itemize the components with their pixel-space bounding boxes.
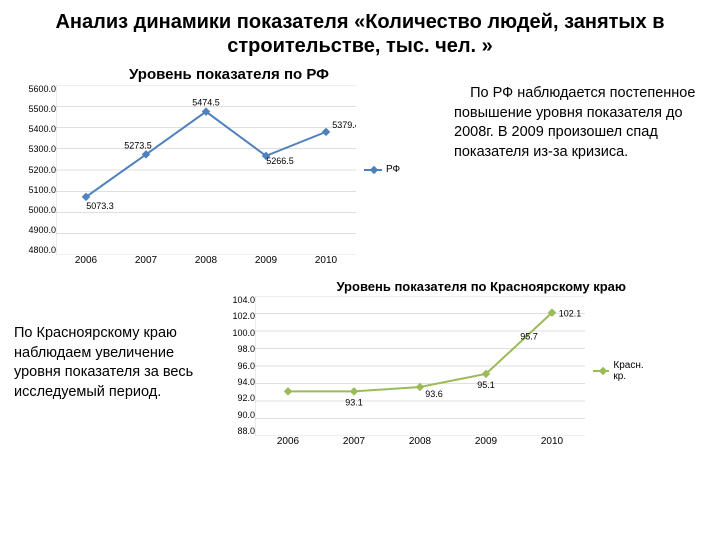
y-tick-label: 102.0: [219, 312, 255, 321]
y-tick-label: 98.0: [219, 345, 255, 354]
x-tick-label: 2009: [453, 436, 519, 447]
legend-marker: [364, 169, 382, 171]
y-tick-label: 88.0: [219, 427, 255, 436]
bottom-section: Уровень показателя по Красноярскому краю…: [0, 279, 720, 454]
chart-kr: 104.0102.0100.098.096.094.092.090.088.09…: [219, 296, 706, 454]
y-tick-label: 5400.0: [14, 125, 56, 134]
x-tick-label: 2006: [56, 255, 116, 266]
y-tick-label: 96.0: [219, 362, 255, 371]
data-label: 102.1: [559, 309, 582, 319]
data-marker: [416, 383, 424, 391]
plot-area: 93.1 93.6 95.1 102.1 95.7: [255, 296, 585, 436]
data-label: 5273.5: [124, 140, 152, 150]
extra-label: 95.7: [520, 331, 538, 341]
x-tick-label: 2007: [116, 255, 176, 266]
y-tick-label: 5100.0: [14, 186, 56, 195]
text-kr: По Красноярскому краю наблюдаем увеличен…: [14, 296, 219, 454]
x-tick-label: 2006: [255, 436, 321, 447]
chart-rf: Уровень показателя по РФ 5600.0 5500.0 540…: [14, 66, 444, 273]
legend-label: РФ: [386, 164, 400, 175]
data-label: 93.1: [345, 397, 363, 407]
x-tick-label: 2009: [236, 255, 296, 266]
data-label: 5266.5: [266, 156, 294, 166]
x-tick-label: 2008: [387, 436, 453, 447]
x-tick-label: 2010: [296, 255, 356, 266]
chart-rf-title: Уровень показателя по РФ: [14, 66, 444, 83]
legend-diamond: [370, 165, 378, 173]
y-tick-label: 4900.0: [14, 226, 56, 235]
y-tick-label: 5300.0: [14, 145, 56, 154]
plot-area: 5073.3 5273.5 5474.5 5266.5 5379.4: [56, 85, 356, 255]
y-tick-label: 5000.0: [14, 206, 56, 215]
y-tick-label: 90.0: [219, 411, 255, 420]
page-title: Анализ динамики показателя «Количество л…: [0, 0, 720, 66]
text-rf: По РФ наблюдается постепенное повышение …: [444, 66, 706, 273]
data-marker: [284, 387, 292, 395]
y-tick-label: 94.0: [219, 378, 255, 387]
x-axis-labels: 20062007200820092010: [255, 436, 585, 447]
y-axis-labels: 5600.0 5500.0 5400.0 5300.0 5200.0 5100.0 5000…: [14, 85, 56, 255]
legend: РФ: [364, 164, 400, 175]
data-label: 5474.5: [192, 98, 220, 108]
y-tick-label: 100.0: [219, 329, 255, 338]
y-tick-label: 92.0: [219, 394, 255, 403]
data-marker: [322, 128, 330, 136]
data-label: 5379.4: [332, 120, 356, 130]
data-label: 93.6: [425, 389, 443, 399]
y-tick-label: 5500.0: [14, 105, 56, 114]
x-tick-label: 2007: [321, 436, 387, 447]
x-tick-label: 2008: [176, 255, 236, 266]
y-tick-label: 104.0: [219, 296, 255, 305]
top-section: Уровень показателя по РФ 5600.0 5500.0 540…: [0, 66, 720, 273]
legend: Красн. кр.: [593, 360, 655, 382]
y-tick-label: 5200.0: [14, 166, 56, 175]
legend-label: Красн. кр.: [613, 360, 655, 382]
data-label: 95.1: [477, 380, 495, 390]
legend-marker: [593, 370, 609, 372]
y-tick-label: 5600.0: [14, 85, 56, 94]
chart-kr-title: Уровень показателя по Красноярскому краю: [14, 279, 706, 294]
y-tick-label: 4800.0: [14, 246, 56, 255]
legend-diamond: [599, 367, 607, 375]
x-tick-label: 2010: [519, 436, 585, 447]
y-axis-labels: 104.0 102.0 100.0 98.0 96.0 94.0 92.0 90.0 88.0: [219, 296, 255, 436]
series-line: [288, 313, 552, 392]
data-marker: [350, 387, 358, 395]
x-axis-labels: 20062007200820092010: [56, 255, 356, 266]
data-label: 5073.3: [86, 201, 114, 211]
series-line: [86, 112, 326, 197]
